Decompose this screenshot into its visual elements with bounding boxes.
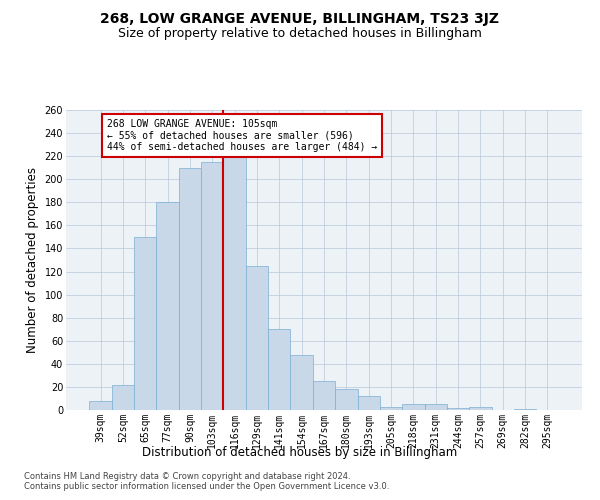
Bar — [246, 266, 268, 410]
Bar — [89, 401, 112, 410]
Bar — [157, 202, 179, 410]
Text: Contains public sector information licensed under the Open Government Licence v3: Contains public sector information licen… — [24, 482, 389, 491]
Bar — [425, 404, 447, 410]
Text: Distribution of detached houses by size in Billingham: Distribution of detached houses by size … — [142, 446, 458, 459]
Bar — [268, 329, 290, 410]
Bar — [358, 396, 380, 410]
Bar — [380, 406, 402, 410]
Y-axis label: Number of detached properties: Number of detached properties — [26, 167, 39, 353]
Bar — [134, 237, 157, 410]
Bar — [179, 168, 201, 410]
Text: 268 LOW GRANGE AVENUE: 105sqm
← 55% of detached houses are smaller (596)
44% of : 268 LOW GRANGE AVENUE: 105sqm ← 55% of d… — [107, 119, 377, 152]
Text: Size of property relative to detached houses in Billingham: Size of property relative to detached ho… — [118, 28, 482, 40]
Bar — [201, 162, 223, 410]
Text: 268, LOW GRANGE AVENUE, BILLINGHAM, TS23 3JZ: 268, LOW GRANGE AVENUE, BILLINGHAM, TS23… — [101, 12, 499, 26]
Bar — [335, 389, 358, 410]
Bar — [223, 156, 246, 410]
Bar — [313, 381, 335, 410]
Bar — [447, 408, 469, 410]
Bar — [469, 406, 491, 410]
Bar — [112, 384, 134, 410]
Bar — [290, 354, 313, 410]
Bar — [402, 404, 425, 410]
Text: Contains HM Land Registry data © Crown copyright and database right 2024.: Contains HM Land Registry data © Crown c… — [24, 472, 350, 481]
Bar — [514, 409, 536, 410]
